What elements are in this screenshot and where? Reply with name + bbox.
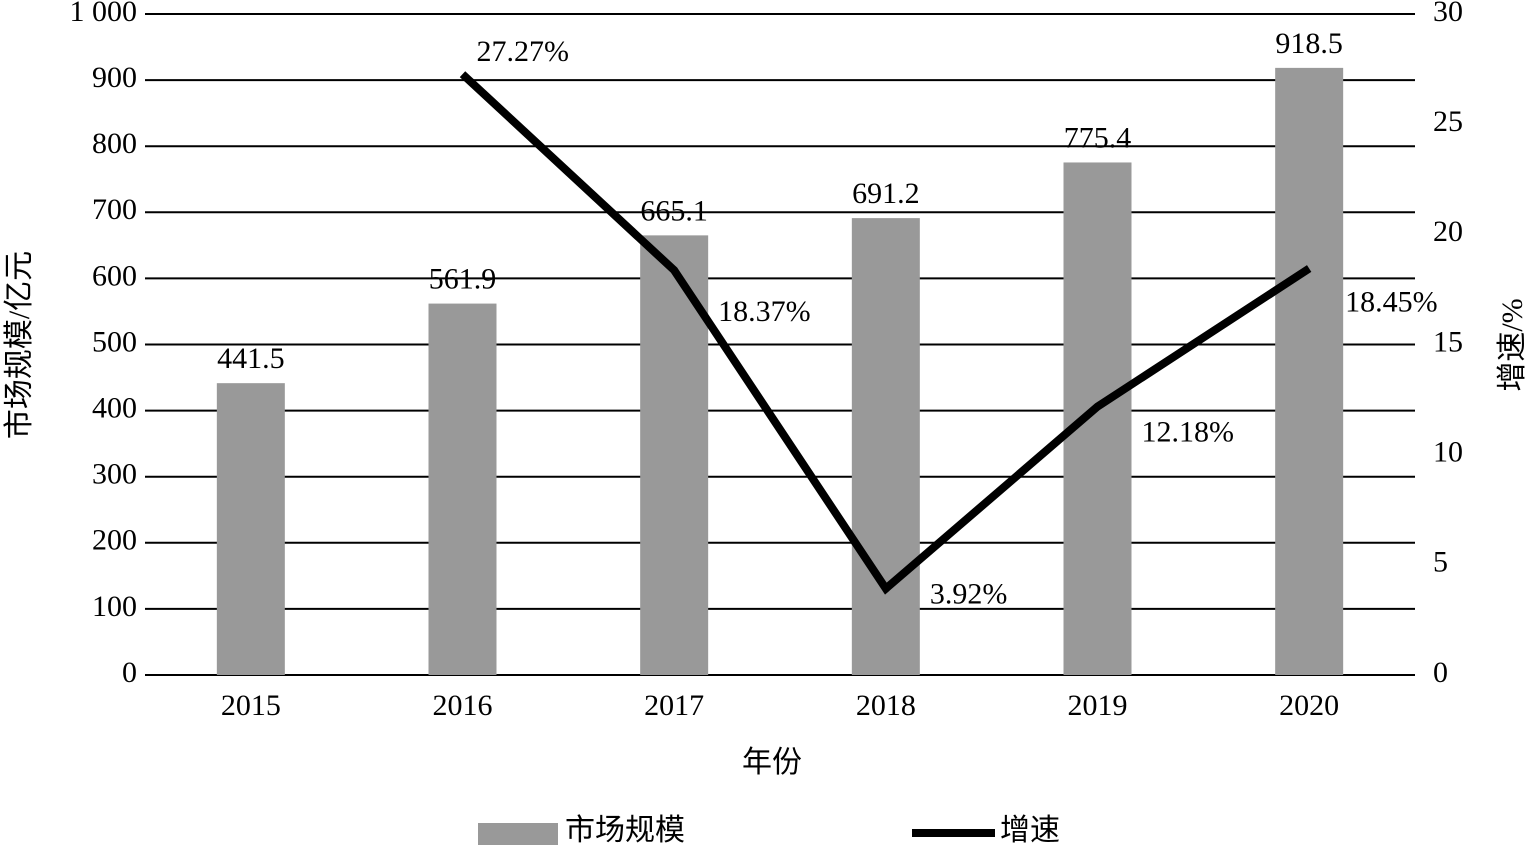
x-tick-label: 2018 bbox=[856, 689, 916, 722]
y-tick-label: 900 bbox=[92, 61, 137, 94]
bar bbox=[1063, 162, 1132, 676]
bar bbox=[428, 303, 497, 675]
bar-value-label: 441.5 bbox=[217, 342, 285, 375]
y-tick-label: 600 bbox=[92, 259, 137, 292]
line-value-label: 18.45% bbox=[1345, 285, 1438, 318]
x-tick-label: 2015 bbox=[221, 689, 281, 722]
line-value-label: 12.18% bbox=[1142, 416, 1235, 449]
y-tick-label: 100 bbox=[92, 590, 137, 623]
y2-tick-label: 10 bbox=[1433, 436, 1463, 469]
bar-value-label: 561.9 bbox=[429, 262, 497, 295]
y-tick-label: 300 bbox=[92, 458, 137, 491]
bar bbox=[851, 218, 920, 675]
x-axis-title: 年份 bbox=[742, 746, 802, 779]
y2-tick-label: 25 bbox=[1433, 105, 1463, 138]
y2-tick-label: 30 bbox=[1433, 0, 1463, 28]
y2-tick-label: 0 bbox=[1433, 656, 1448, 689]
line-value-label: 3.92% bbox=[930, 578, 1008, 611]
bar bbox=[216, 383, 285, 675]
legend-label: 市场规模 bbox=[565, 814, 685, 847]
bar-value-label: 665.1 bbox=[640, 194, 708, 227]
y2-axis-title: 增速/% bbox=[1496, 298, 1529, 391]
x-tick-label: 2019 bbox=[1068, 689, 1128, 722]
y-tick-label: 800 bbox=[92, 127, 137, 160]
y-tick-label: 700 bbox=[92, 193, 137, 226]
y-axis-title: 市场规模/亿元 bbox=[3, 251, 36, 439]
y-tick-label: 500 bbox=[92, 325, 137, 358]
legend-label: 增速 bbox=[1000, 814, 1060, 847]
x-tick-label: 2020 bbox=[1279, 689, 1339, 722]
y2-tick-label: 15 bbox=[1433, 325, 1463, 358]
bar bbox=[1275, 67, 1344, 675]
legend-swatch bbox=[478, 823, 558, 845]
bar-value-label: 918.5 bbox=[1275, 27, 1343, 60]
y2-tick-label: 5 bbox=[1433, 546, 1448, 579]
y-tick-label: 400 bbox=[92, 391, 137, 424]
bar-value-label: 691.2 bbox=[852, 177, 920, 210]
y2-tick-label: 20 bbox=[1433, 215, 1463, 248]
y-tick-label: 1 000 bbox=[70, 0, 138, 28]
x-tick-label: 2016 bbox=[433, 689, 493, 722]
line-value-label: 18.37% bbox=[718, 295, 811, 328]
bar-value-label: 775.4 bbox=[1064, 121, 1132, 154]
y-tick-label: 0 bbox=[122, 656, 137, 689]
line-value-label: 27.27% bbox=[477, 35, 570, 68]
line bbox=[459, 71, 1312, 595]
y-tick-label: 200 bbox=[92, 524, 137, 557]
x-tick-label: 2017 bbox=[644, 689, 704, 722]
